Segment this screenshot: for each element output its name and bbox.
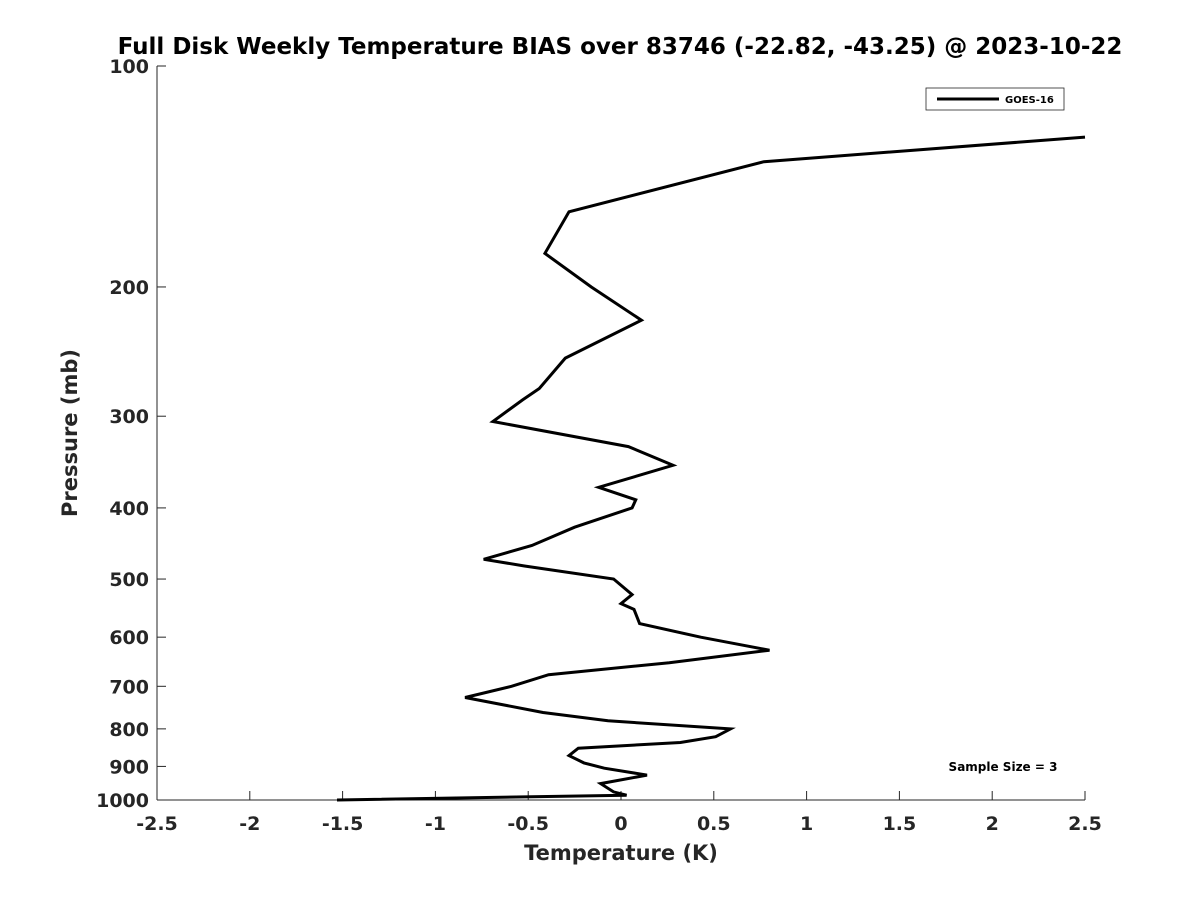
series-group bbox=[336, 135, 1086, 802]
x-tick-label: 2 bbox=[986, 813, 999, 835]
x-ticks: -2.5 -2 -1.5 -1 -0.5 0 0.5 1 1.5 2 2.5 bbox=[136, 791, 1102, 835]
y-tick-label: 200 bbox=[109, 277, 149, 299]
y-tick-label: 100 bbox=[109, 56, 149, 78]
y-tick-label: 400 bbox=[109, 498, 149, 520]
y-tick-label: 500 bbox=[109, 569, 149, 591]
x-tick-label: 2.5 bbox=[1068, 813, 1102, 835]
x-tick-label: -2 bbox=[239, 813, 260, 835]
x-tick-label: -2.5 bbox=[136, 813, 178, 835]
x-tick-label: -0.5 bbox=[507, 813, 549, 835]
x-tick-label: 0.5 bbox=[697, 813, 731, 835]
chart-title: Full Disk Weekly Temperature BIAS over 8… bbox=[118, 34, 1123, 60]
series-line-goes-16 bbox=[336, 135, 1086, 802]
y-axis-label: Pressure (mb) bbox=[58, 349, 82, 517]
legend-label-goes-16: GOES-16 bbox=[1005, 95, 1054, 106]
y-ticks: 100 200 300 400 500 600 700 800 900 1000 bbox=[96, 56, 166, 812]
x-tick-label: -1 bbox=[425, 813, 446, 835]
x-axis-label: Temperature (K) bbox=[524, 841, 718, 865]
x-tick-label: -1.5 bbox=[322, 813, 364, 835]
x-tick-label: 1 bbox=[800, 813, 813, 835]
y-tick-label: 700 bbox=[109, 676, 149, 698]
y-tick-label: 900 bbox=[109, 756, 149, 778]
x-tick-label: 1.5 bbox=[883, 813, 917, 835]
y-tick-label: 800 bbox=[109, 719, 149, 741]
y-tick-label: 300 bbox=[109, 406, 149, 428]
y-tick-label: 1000 bbox=[96, 790, 149, 812]
y-tick-label: 600 bbox=[109, 627, 149, 649]
legend: GOES-16 bbox=[925, 87, 1065, 111]
x-tick-label: 0 bbox=[614, 813, 627, 835]
sample-size-annotation: Sample Size = 3 bbox=[949, 760, 1058, 774]
